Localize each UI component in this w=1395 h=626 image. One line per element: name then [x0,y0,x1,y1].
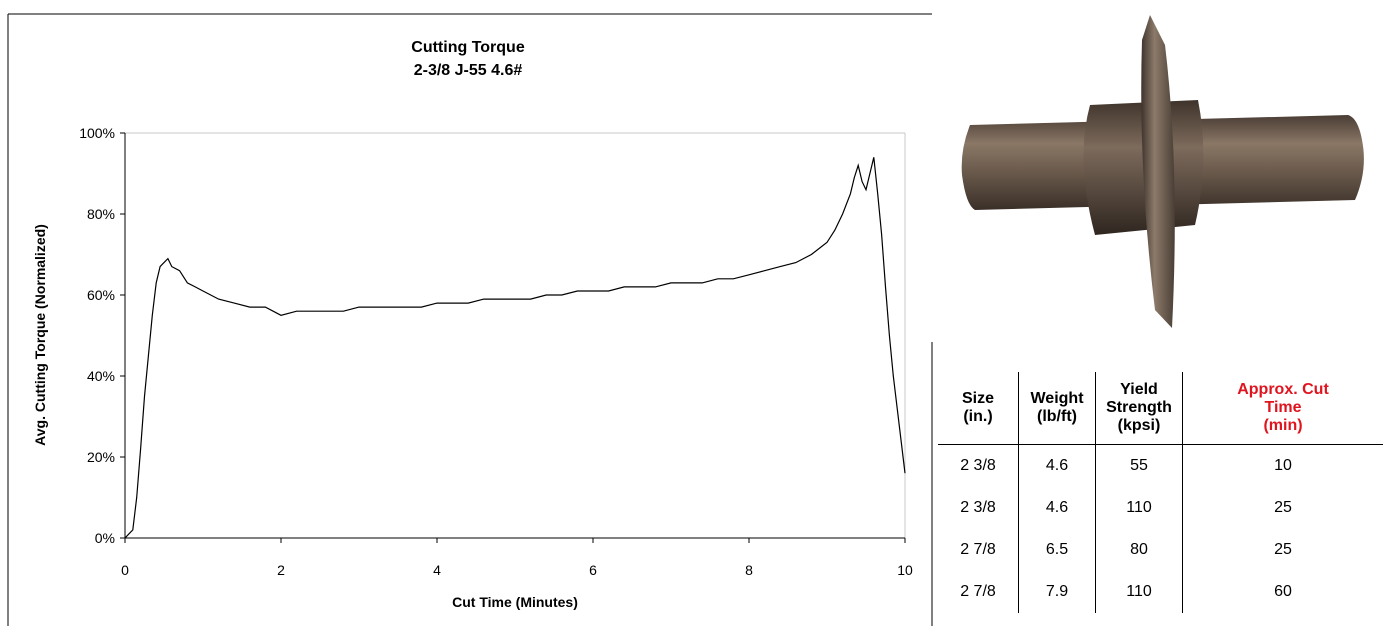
header-yield-strength: Yield Strength (kpsi) [1095,372,1183,445]
x-tick-label: 10 [897,562,913,578]
table-header-row: Size (in.) Weight (lb/ft) Yield Strength… [938,372,1383,445]
x-tick-label: 4 [433,562,441,578]
table-row: 2 7/8 6.5 80 25 [938,529,1383,571]
cell-yield: 110 [1095,571,1183,613]
x-tick-label: 0 [121,562,129,578]
cell-yield: 80 [1095,529,1183,571]
cut-time-table: Size (in.) Weight (lb/ft) Yield Strength… [938,372,1383,613]
cell-size: 2 7/8 [938,571,1019,613]
table-row: 2 3/8 4.6 55 10 [938,444,1383,487]
header-weight: Weight (lb/ft) [1018,372,1096,445]
wheel-shape [1141,15,1175,328]
x-axis-label: Cut Time (Minutes) [452,594,578,610]
cell-yield: 110 [1095,487,1183,529]
cell-cut-time: 25 [1274,499,1292,516]
cell-weight: 7.9 [1018,571,1096,613]
cell-cut-time: 10 [1274,457,1292,474]
cell-cut-time: 25 [1274,541,1292,558]
x-tick-label: 8 [745,562,753,578]
series-group [124,157,906,539]
cell-yield: 55 [1095,444,1183,487]
y-tick-label: 20% [87,449,115,465]
cell-size: 2 7/8 [938,529,1019,571]
pipe-cutter-wheel-icon [961,15,1364,328]
y-tick-label: 100% [79,125,115,141]
header-approx-cut-time: Approx. Cut Time (min) [1182,372,1383,445]
table-row: 2 7/8 7.9 110 60 [938,571,1383,613]
cell-weight: 6.5 [1018,529,1096,571]
chart-subtitle: 2-3/8 J-55 4.6# [414,62,523,79]
chart-title: Cutting Torque [411,39,525,56]
x-tick-label: 6 [589,562,597,578]
series-line [124,157,906,539]
cell-cut-time: 60 [1274,583,1292,600]
cell-weight: 4.6 [1018,444,1096,487]
header-size: Size (in.) [938,372,1019,445]
x-tick-label: 2 [277,562,285,578]
y-tick-label: 40% [87,368,115,384]
y-axis-label: Avg. Cutting Torque (Normalized) [32,224,48,446]
table-row: 2 3/8 4.6 110 25 [938,487,1383,529]
cell-size: 2 3/8 [938,487,1019,529]
y-tick-label: 0% [95,530,115,546]
y-tick-label: 80% [87,206,115,222]
cutting-torque-chart: Cutting Torque 2-3/8 J-55 4.6# Cut Time … [7,13,933,626]
y-tick-label: 60% [87,287,115,303]
cell-size: 2 3/8 [938,444,1019,487]
cell-weight: 4.6 [1018,487,1096,529]
axis-ticks: 0 2 4 6 8 100%20%40%60%80%100% [79,125,913,578]
